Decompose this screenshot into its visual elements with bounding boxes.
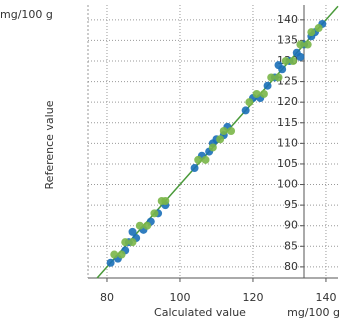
point — [274, 73, 283, 82]
point — [274, 61, 283, 70]
point — [281, 57, 290, 65]
point — [307, 28, 316, 37]
point — [314, 24, 323, 33]
x-tick-label: 80 — [100, 291, 114, 304]
point — [135, 221, 144, 230]
y-tick-label: 95 — [284, 198, 298, 211]
point — [289, 57, 298, 65]
point — [106, 258, 115, 267]
point — [121, 238, 130, 247]
point — [245, 98, 254, 107]
x-axis-label: Calculated value — [154, 306, 246, 319]
y-axis-label: Reference value — [43, 100, 56, 189]
y-tick-label: 115 — [277, 116, 298, 129]
point — [208, 143, 217, 152]
point — [241, 106, 250, 115]
point — [117, 250, 126, 259]
y-unit: mg/100 g — [0, 8, 53, 21]
point — [190, 164, 199, 173]
y-tick-label: 85 — [284, 239, 298, 252]
point — [128, 238, 137, 247]
point — [216, 135, 225, 144]
point — [161, 197, 170, 205]
point — [227, 127, 236, 135]
x-unit: mg/100 g — [287, 306, 340, 319]
point — [303, 40, 312, 49]
y-tick-label: 80 — [284, 260, 298, 273]
y-tick-label: 135 — [277, 33, 298, 46]
x-tick-label: 120 — [242, 291, 263, 304]
point — [201, 155, 210, 164]
x-tick-label: 140 — [315, 291, 336, 304]
y-tick-label: 100 — [277, 178, 298, 191]
point — [143, 221, 152, 230]
point — [194, 155, 203, 164]
point — [267, 73, 276, 82]
point — [110, 250, 119, 259]
point — [263, 81, 272, 90]
point — [219, 127, 228, 135]
y-tick-label: 105 — [277, 157, 298, 170]
x-tick-label: 100 — [169, 291, 190, 304]
point — [296, 52, 305, 61]
point — [150, 209, 159, 218]
point — [259, 89, 268, 98]
y-tick-label: 110 — [277, 136, 298, 149]
point — [128, 227, 137, 236]
y-tick-label: 90 — [284, 219, 298, 232]
point — [296, 40, 305, 49]
y-tick-label: 120 — [277, 95, 298, 108]
y-tick-label: 140 — [277, 13, 298, 26]
point — [252, 89, 261, 98]
